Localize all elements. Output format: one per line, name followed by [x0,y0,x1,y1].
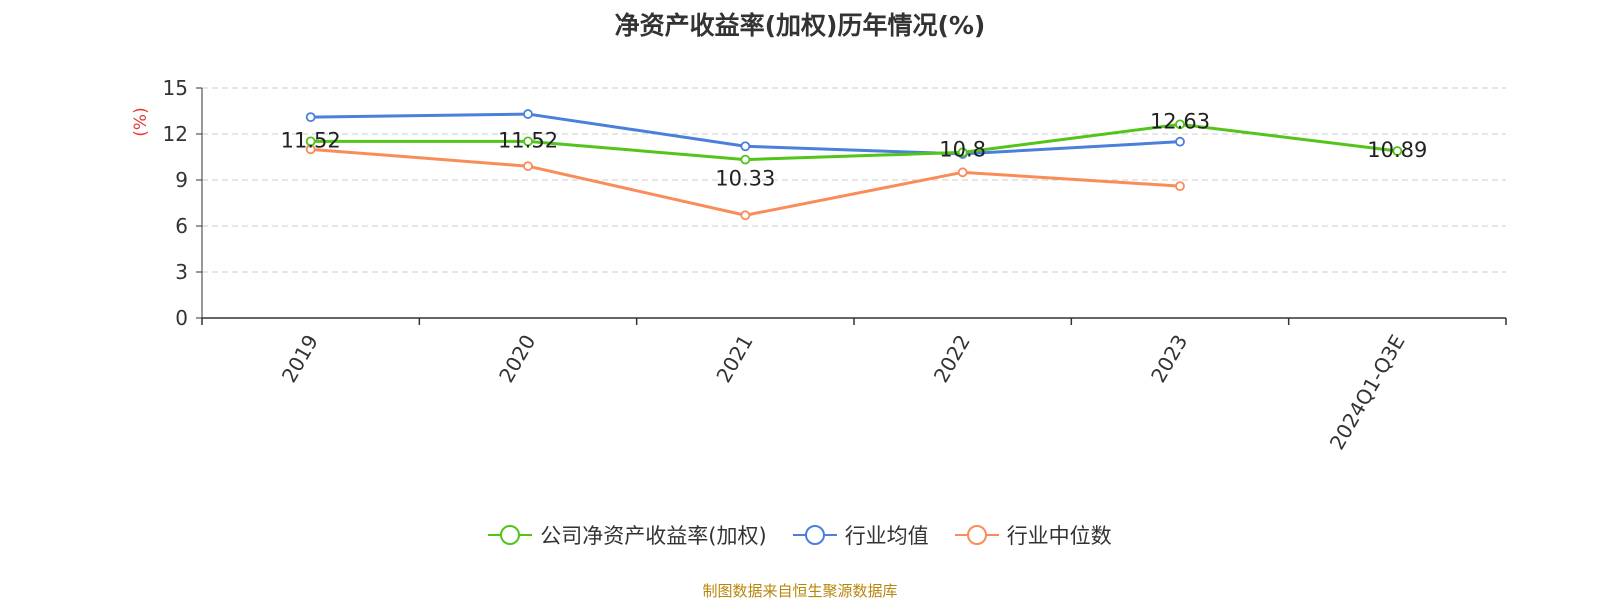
data-source-note: 制图数据来自恒生聚源数据库 [702,582,898,600]
x-tick-label: 2023 [1146,331,1192,387]
data-label: 10.89 [1367,138,1427,162]
legend-item-industry-mean[interactable]: 行业均值 [792,520,929,550]
x-tick-label: 2022 [929,331,975,387]
legend-item-company[interactable]: 公司净资产收益率(加权) [488,520,767,550]
legend-marker-industry-mean [792,525,837,545]
y-tick-label: 9 [175,168,188,192]
data-point[interactable] [523,109,533,119]
grid-lines [202,87,1506,273]
legend-item-industry-median[interactable]: 行业中位数 [954,520,1112,550]
x-tick-label: 2019 [277,331,323,387]
data-point[interactable] [523,161,533,172]
data-point[interactable] [740,210,751,221]
data-point[interactable] [1175,119,1185,130]
legend: 公司净资产收益率(加权) 行业均值 行业中位数 [0,520,1600,550]
data-point[interactable] [740,154,751,165]
x-tick-label: 2024Q1-Q3E [1325,331,1410,454]
data-point[interactable] [1175,181,1185,192]
data-label: 10.33 [715,167,775,191]
data-point[interactable] [305,112,316,123]
series-line-0 [310,122,1398,162]
y-tick-label: 3 [175,260,188,284]
y-tick-label: 15 [163,76,188,100]
y-axis-label: (%) [131,107,151,136]
data-point[interactable] [1392,146,1403,156]
data-point[interactable] [957,167,968,178]
y-tick-label: 0 [175,306,188,330]
legend-label-industry-median: 行业中位数 [1006,524,1112,548]
legend-label-industry-mean: 行业均值 [844,524,929,548]
x-tick-label: 2021 [711,331,757,387]
series-lines [305,109,1403,221]
data-label: 10.8 [939,137,986,161]
data-point[interactable] [957,147,968,158]
data-point[interactable] [740,141,751,152]
data-point[interactable] [1175,136,1185,147]
data-labels: 11.52 11.52 10.33 10.8 12.63 10.89 [281,109,1428,190]
data-point[interactable] [305,136,316,147]
y-tick-label: 12 [163,122,188,146]
data-point[interactable] [523,136,533,147]
y-tick-label: 6 [175,214,188,238]
chart-title: 净资产收益率(加权)历年情况(%) [614,11,986,40]
data-label: 11.52 [281,128,341,152]
legend-label-company: 公司净资产收益率(加权) [540,524,767,548]
legend-marker-company [488,525,533,545]
x-tick-label: 2020 [494,331,540,387]
data-label: 12.63 [1150,109,1210,133]
data-label: 11.52 [498,128,558,152]
legend-marker-industry-median [954,525,999,545]
